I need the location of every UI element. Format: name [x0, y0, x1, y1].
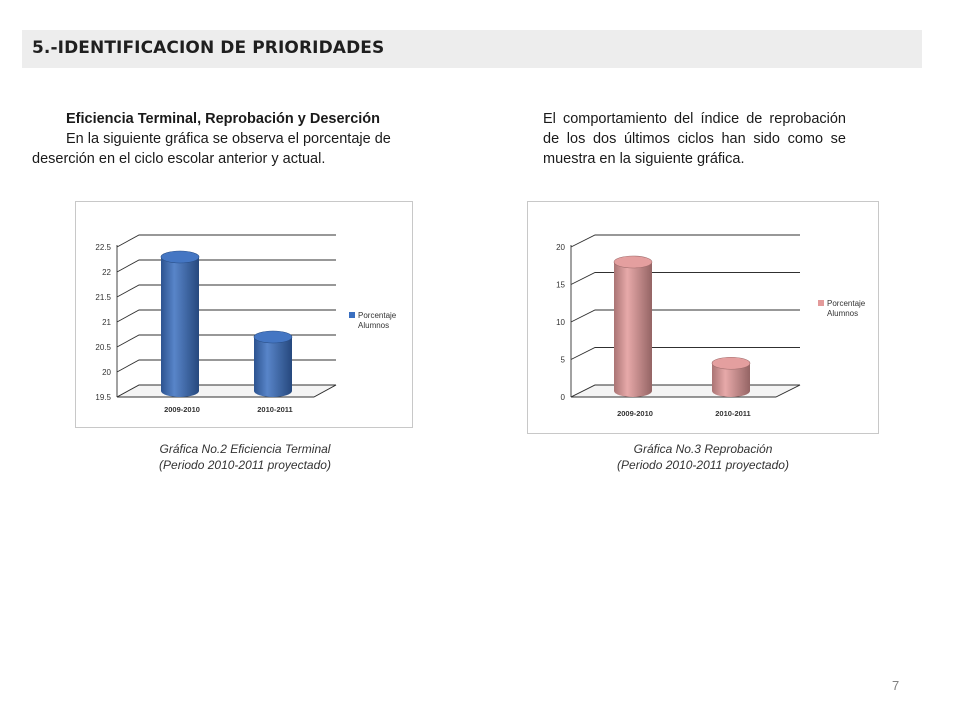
- gridline: [116, 309, 336, 323]
- x-tick-label: 2010-2011: [257, 405, 292, 414]
- plot-area: [571, 235, 800, 397]
- y-tick-label: 20.5: [95, 343, 111, 352]
- caption-line-1: Gráfica No.2 Eficiencia Terminal: [159, 442, 331, 456]
- caption-line-2: (Periodo 2010-2011 proyectado): [159, 458, 331, 472]
- chart-svg: 19.5 20 20.5 21 21.5 22 22.5 2009-2010 2010-2011…: [95, 234, 397, 414]
- gridline: [570, 272, 800, 285]
- bar-top: [613, 255, 653, 269]
- y-tick-label: 21: [102, 318, 111, 327]
- y-tick-label: 5: [561, 356, 566, 365]
- section-header-bar: 5.-IDENTIFICACION DE PRIORIDADES: [22, 30, 922, 68]
- left-paragraph: En la siguiente gráfica se observa el po…: [32, 131, 391, 167]
- bar-top: [160, 250, 200, 264]
- bar-top: [711, 356, 751, 370]
- bar: [161, 257, 199, 397]
- chart-caption: Gráfica No.2 Eficiencia Terminal (Period…: [110, 441, 380, 473]
- bar-top: [253, 330, 293, 344]
- chart-floor: [116, 384, 337, 398]
- gridline: [570, 347, 800, 360]
- x-tick-label: 2010-2011: [715, 409, 750, 418]
- y-tick-label: 20: [556, 243, 565, 252]
- gridline: [116, 259, 336, 273]
- caption-line-1: Gráfica No.3 Reprobación: [633, 442, 773, 456]
- gridline: [570, 234, 800, 248]
- caption-line-2: (Periodo 2010-2011 proyectado): [617, 458, 789, 472]
- bar: [614, 262, 652, 397]
- legend-swatch: [818, 300, 824, 306]
- legend-label: Porcentaje: [358, 311, 397, 320]
- y-tick-label: 21.5: [95, 293, 111, 302]
- legend-label: Porcentaje: [827, 299, 866, 308]
- x-tick-label: 2009-2010: [617, 409, 653, 418]
- x-tick-label: 2009-2010: [164, 405, 200, 414]
- legend-label: Alumnos: [358, 321, 389, 330]
- y-tick-label: 20: [102, 368, 111, 377]
- chart-floor: [570, 384, 801, 398]
- y-tick-label: 15: [556, 281, 565, 290]
- y-tick-label: 22: [102, 268, 111, 277]
- left-text-block: Eficiencia Terminal, Reprobación y Deser…: [32, 109, 440, 169]
- gridline: [116, 234, 336, 248]
- y-tick-label: 10: [556, 318, 565, 327]
- page-number: 7: [892, 678, 900, 693]
- bar: [254, 337, 292, 397]
- legend-label: Alumnos: [827, 309, 858, 318]
- section-heading: Eficiencia Terminal, Reprobación y Deser…: [66, 111, 381, 127]
- gridline: [116, 284, 336, 298]
- gridline: [570, 309, 800, 323]
- y-tick-label: 0: [561, 393, 566, 402]
- chart-caption: Gráfica No.3 Reprobación (Periodo 2010-2…: [568, 441, 838, 473]
- chart-eficiencia-terminal: 19.5 20 20.5 21 21.5 22 22.5 2009-2010 2010-2011…: [75, 201, 413, 428]
- chart-svg: 0 5 10 15 20 2009-2010 2010-2011 PorcentajeAlum…: [556, 234, 866, 418]
- x-axis-depth: [313, 384, 337, 398]
- bar: [712, 363, 750, 397]
- chart-reprobacion: 0 5 10 15 20 2009-2010 2010-2011 Porcentaje Alum…: [527, 201, 879, 434]
- x-axis-depth: [775, 384, 801, 398]
- section-title: 5.-IDENTIFICACION DE PRIORIDADES: [32, 38, 385, 58]
- y-tick-label: 19.5: [95, 393, 111, 402]
- y-tick-label: 22.5: [95, 243, 111, 252]
- plot-area: [117, 235, 336, 397]
- legend-swatch: [349, 312, 355, 318]
- right-paragraph: El comportamiento del índice de reprobac…: [543, 111, 846, 167]
